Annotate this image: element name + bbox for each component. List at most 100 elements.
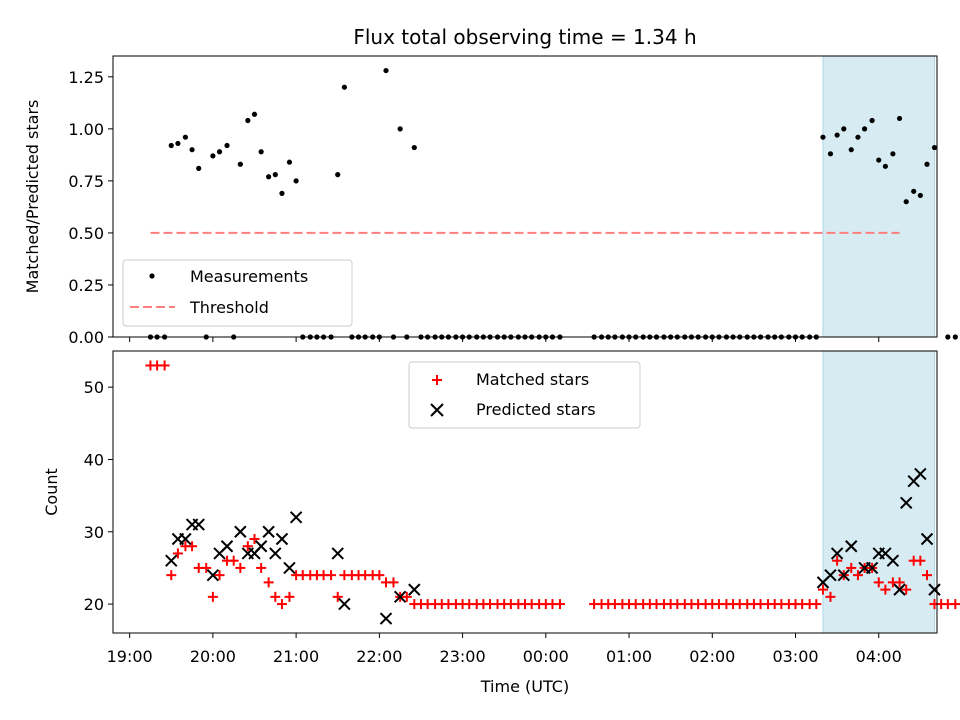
matched-star-point (852, 570, 863, 581)
matched-star-point (846, 562, 857, 573)
matched-star-point (284, 591, 295, 602)
measurement-point (848, 147, 854, 153)
matched-star-point (228, 555, 239, 566)
x-tick-label: 22:00 (356, 647, 402, 666)
top-legend: Measurements Threshold (122, 259, 353, 327)
y-tick-label: 0.25 (68, 276, 104, 295)
y-tick-label: 20 (84, 595, 104, 614)
y-tick-label: 0.50 (68, 224, 104, 243)
x-axis-label: Time (UTC) (480, 677, 569, 696)
matched-star-point (326, 570, 337, 581)
matched-star-point (214, 570, 225, 581)
matched-star-point (256, 562, 267, 573)
y-tick-label: 0.75 (68, 172, 104, 191)
bottom-legend: Matched stars Predicted stars (408, 361, 641, 429)
matched-star-point (242, 541, 253, 552)
measurement-point (397, 126, 403, 132)
matched-star-point (270, 591, 281, 602)
predicted-star-point (928, 583, 941, 596)
matched-star-point (249, 534, 260, 544)
legend-measurements-marker (149, 273, 155, 279)
matched-star-point (915, 555, 926, 566)
legend-measurements-label: Measurements (190, 267, 308, 286)
measurement-point (272, 172, 278, 178)
predicted-star-point (179, 532, 192, 546)
matched-star-point (187, 541, 198, 552)
predicted-star-point (830, 547, 844, 560)
x-tick-label: 03:00 (772, 647, 818, 666)
y-tick-label: 50 (84, 378, 104, 397)
x-tick-label: 02:00 (689, 647, 735, 666)
y-tick-label: 1.25 (68, 68, 104, 87)
predicted-star-point (220, 540, 234, 553)
x-tick-label: 21:00 (273, 647, 319, 666)
matched-star-point (201, 562, 212, 573)
y-tick-label: 1.00 (68, 120, 104, 139)
x-tick-label: 00:00 (523, 647, 569, 666)
measurement-point (335, 172, 341, 178)
predicted-star-point (283, 561, 296, 575)
matched-star-point (817, 584, 828, 595)
measurement-point (827, 151, 834, 157)
measurement-point (952, 334, 958, 340)
bottom-y-ticks: 20 30 40 50 (84, 378, 113, 614)
measurement-point (834, 132, 840, 138)
legend-matched-label: Matched stars (476, 370, 589, 389)
bottom-x-ticks: 19:00 20:00 21:00 22:00 23:00 00:00 01:00 02:00… (107, 633, 902, 666)
measurement-point (216, 149, 223, 155)
top-axes-frame (112, 55, 938, 338)
x-tick-label: 04:00 (856, 647, 902, 666)
measurement-point (903, 199, 909, 205)
legend-matched-marker (432, 375, 442, 385)
top-legend-box (122, 259, 353, 327)
predicted-star-point (254, 540, 268, 553)
measurement-point (896, 115, 903, 122)
measurement-point (869, 117, 875, 124)
legend-predicted-label: Predicted stars (476, 400, 596, 419)
measurement-point (855, 134, 861, 140)
measurement-point (890, 151, 896, 157)
measurement-point (251, 111, 258, 117)
predicted-star-point (865, 561, 879, 575)
measurement-point (293, 178, 299, 184)
top-panel: 0.00 0.25 0.50 0.75 1.00 1.25 Flux total obse… (23, 25, 958, 347)
x-tick-label: 23:00 (440, 647, 486, 666)
predicted-star-point (408, 583, 421, 596)
measurement-point (286, 159, 293, 165)
matched-star-point (401, 591, 412, 602)
predicted-star-point (886, 554, 900, 567)
measurement-point (945, 334, 951, 340)
matched-star-point (880, 584, 891, 595)
measurement-point (841, 126, 847, 132)
measurement-point (196, 165, 202, 171)
measurement-point (861, 126, 868, 132)
top-y-ticks: 0.00 0.25 0.50 0.75 1.00 1.25 (68, 68, 113, 347)
predicted-star-point (845, 540, 858, 553)
top-x-ticks (129, 337, 880, 342)
measurement-point (237, 161, 243, 167)
predicted-star-point (893, 583, 906, 596)
measurement-point (931, 144, 938, 151)
x-tick-label: 20:00 (190, 647, 236, 666)
predicted-star-point (234, 525, 247, 538)
measurement-point (911, 188, 917, 194)
predicted-star-point (914, 467, 927, 481)
predicted-star-point (192, 518, 205, 531)
matched-star-point (388, 577, 399, 588)
matched-star-point (159, 360, 170, 371)
predicted-star-point (165, 554, 178, 567)
y-tick-label: 30 (84, 523, 104, 542)
predicted-star-point (824, 568, 837, 582)
measurement-point (175, 140, 181, 147)
measurement-point (924, 161, 930, 167)
predicted-star-point (206, 568, 220, 582)
predicted-star-point (331, 547, 344, 560)
legend-predicted-marker (430, 403, 444, 417)
predicted-star-point (269, 547, 282, 560)
measurement-point (258, 149, 264, 155)
matched-star-point (825, 591, 836, 602)
measurement-point (383, 67, 389, 74)
measurement-point (266, 174, 272, 180)
x-tick-label: 19:00 (107, 647, 153, 666)
